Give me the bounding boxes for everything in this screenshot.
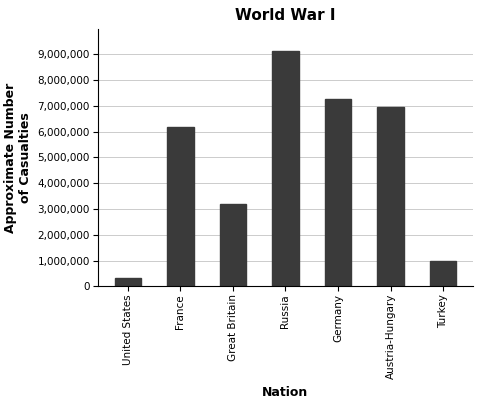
Bar [377,107,404,286]
Bar [272,51,299,286]
X-axis label: Nation: Nation [263,386,308,399]
Bar [430,261,456,286]
Title: World War I: World War I [235,8,336,23]
Bar [167,126,194,286]
Bar [115,278,141,286]
Bar [220,204,246,286]
Y-axis label: Approximate Number
of Casualties: Approximate Number of Casualties [4,82,32,233]
Bar [325,99,351,286]
